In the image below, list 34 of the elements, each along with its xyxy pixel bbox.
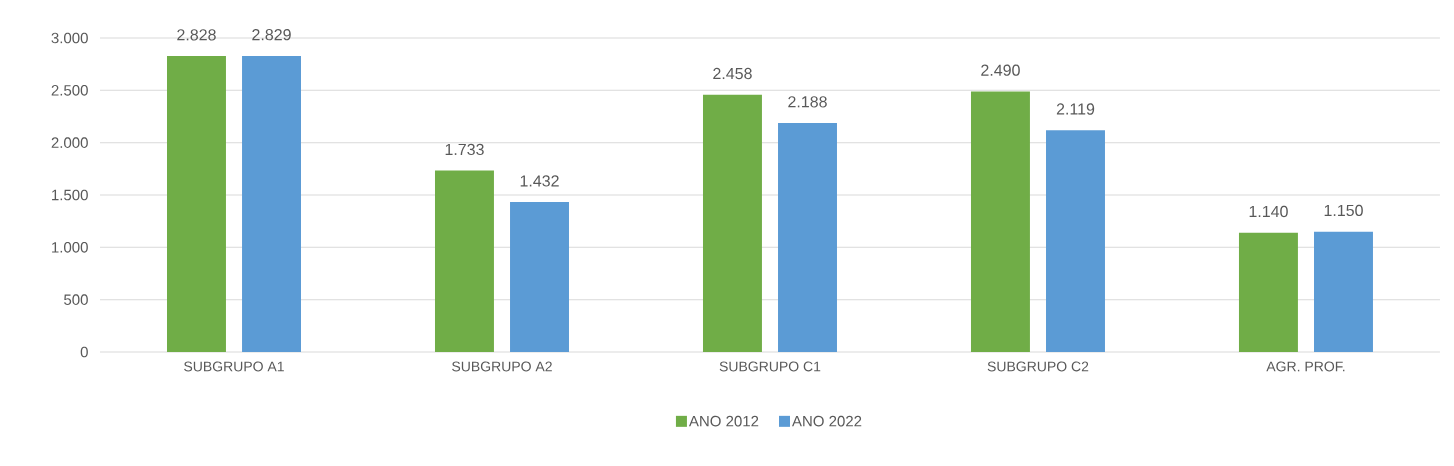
bar — [1238, 232, 1298, 352]
data-label: 1.432 — [520, 175, 559, 187]
data-label: 2.119 — [1056, 103, 1095, 115]
y-tick-label: 500 — [64, 294, 88, 305]
y-tick-label: 3.000 — [51, 32, 88, 44]
bar — [510, 202, 569, 352]
x-tick-label: AGR. PROF. — [1266, 361, 1345, 372]
bar — [434, 170, 494, 352]
y-tick-label: 2.500 — [51, 85, 88, 96]
x-tick-label: SUBGRUPO C2 — [987, 361, 1089, 372]
data-label: 2.188 — [788, 96, 827, 108]
data-label: 2.490 — [981, 64, 1020, 76]
bar — [167, 56, 226, 352]
y-tick-label: 0 — [80, 346, 88, 358]
data-label: 1.140 — [1249, 205, 1288, 218]
data-label: 2.458 — [713, 67, 752, 80]
bar — [702, 94, 762, 352]
data-label: 2.828 — [177, 29, 216, 41]
x-tick-label: SUBGRUPO C1 — [719, 361, 821, 372]
y-tick-label: 1.000 — [52, 242, 88, 253]
x-tick-label: SUBGRUPO A1 — [184, 361, 284, 372]
bar — [1046, 130, 1105, 352]
legend-label: ANO 2022 — [792, 415, 862, 427]
bar — [970, 91, 1030, 352]
bar — [242, 55, 301, 352]
data-label: 2.829 — [252, 29, 291, 41]
bar — [778, 122, 837, 352]
data-label: 1.150 — [1324, 204, 1363, 217]
data-label: 1.733 — [445, 143, 484, 156]
y-tick-label: 1.500 — [52, 189, 88, 201]
bar — [1314, 231, 1373, 352]
x-tick-label: SUBGRUPO A2 — [452, 361, 552, 372]
legend-label: ANO 2012 — [688, 415, 759, 427]
y-tick-label: 2.000 — [51, 137, 88, 148]
